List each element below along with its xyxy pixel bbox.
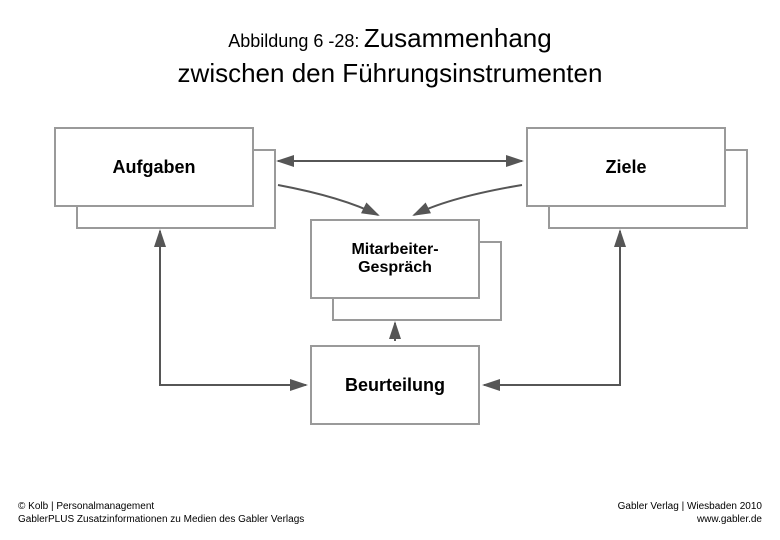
edge-aufgaben-mitarbeit (278, 185, 378, 215)
title-block: Abbildung 6 -28: Zusammenhang zwischen d… (0, 0, 780, 89)
footer-right: Gabler Verlag | Wiesbaden 2010 www.gable… (618, 500, 762, 526)
title-line2: zwischen den Führungsinstrumenten (0, 57, 780, 90)
diagram: Aufgaben Ziele Mitarbeiter- Gespräch Beu… (0, 105, 780, 455)
title-main: Zusammenhang (364, 23, 552, 53)
footer-url: www.gabler.de (618, 513, 762, 526)
arrows-layer (0, 105, 780, 455)
title-line1: Abbildung 6 -28: Zusammenhang (0, 22, 780, 55)
footer: © Kolb | Personalmanagement GablerPLUS Z… (18, 500, 762, 526)
footer-subline: GablerPLUS Zusatzinformationen zu Medien… (18, 513, 304, 526)
footer-copyright: © Kolb | Personalmanagement (18, 500, 304, 513)
figure-prefix: Abbildung 6 -28: (228, 31, 359, 51)
edge-ziele-beurteilung (484, 231, 620, 385)
edge-ziele-mitarbeit (414, 185, 522, 215)
footer-left: © Kolb | Personalmanagement GablerPLUS Z… (18, 500, 304, 526)
footer-publisher: Gabler Verlag | Wiesbaden 2010 (618, 500, 762, 513)
edge-aufgaben-beurteilung (160, 231, 306, 385)
slide: Abbildung 6 -28: Zusammenhang zwischen d… (0, 0, 780, 540)
